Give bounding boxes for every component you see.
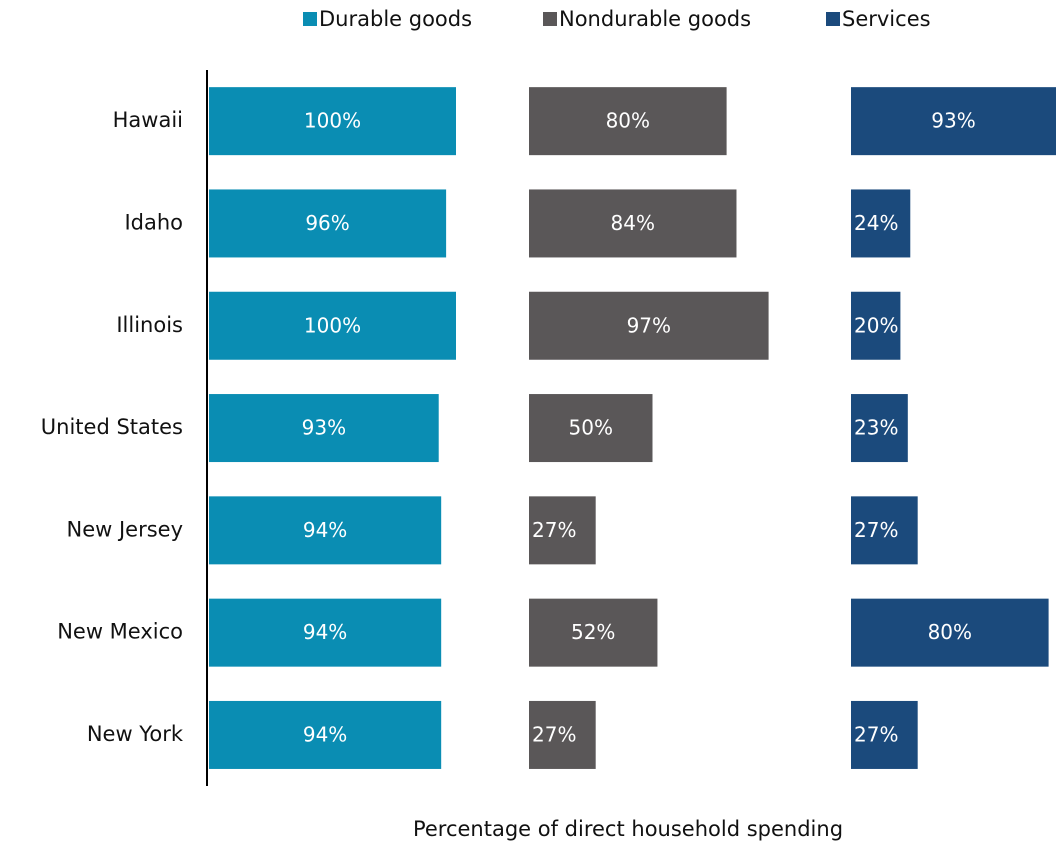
bar — [209, 87, 456, 156]
y-tick-label: New York — [87, 722, 184, 746]
bar — [851, 87, 1056, 156]
value-label: 94% — [303, 518, 347, 542]
value-label: 27% — [854, 722, 898, 746]
value-label: 96% — [305, 211, 349, 235]
value-label: 27% — [532, 518, 576, 542]
legend-label: Durable goods — [319, 7, 472, 31]
y-tick-label: Hawaii — [113, 108, 183, 132]
value-label: 100% — [304, 109, 361, 133]
bar — [209, 189, 447, 258]
y-tick-label: United States — [41, 415, 183, 439]
value-label: 24% — [854, 211, 898, 235]
bar — [851, 189, 911, 258]
legend-label: Nondurable goods — [559, 7, 751, 31]
x-axis-label: Percentage of direct household spending — [413, 817, 843, 841]
value-label: 20% — [854, 313, 898, 337]
bar — [209, 598, 442, 667]
bar — [209, 394, 439, 463]
value-label: 80% — [606, 109, 650, 133]
y-tick-label: New Mexico — [57, 620, 183, 644]
value-label: 27% — [854, 518, 898, 542]
bar — [529, 189, 737, 258]
y-tick-label: Idaho — [124, 210, 183, 234]
value-label: 93% — [931, 109, 975, 133]
bar — [529, 394, 653, 463]
value-label: 94% — [303, 722, 347, 746]
value-label: 52% — [571, 620, 615, 644]
bar — [529, 496, 596, 565]
y-tick-label: New Jersey — [66, 517, 183, 541]
value-label: 23% — [854, 416, 898, 440]
legend-swatch — [826, 12, 840, 26]
legend-swatch — [543, 12, 557, 26]
bar — [209, 700, 442, 769]
bar — [529, 598, 658, 667]
bar — [851, 291, 901, 360]
value-label: 94% — [303, 620, 347, 644]
bar — [851, 598, 1049, 667]
bar — [851, 700, 918, 769]
bar — [529, 87, 727, 156]
legend-label: Services — [842, 7, 931, 31]
bar — [851, 394, 908, 463]
bar — [851, 496, 918, 565]
value-label: 27% — [532, 722, 576, 746]
value-label: 50% — [569, 416, 613, 440]
value-label: 84% — [611, 211, 655, 235]
value-label: 97% — [627, 313, 671, 337]
bar — [209, 291, 456, 360]
y-tick-label: Illinois — [116, 313, 183, 337]
value-label: 93% — [302, 416, 346, 440]
bar — [209, 496, 442, 565]
legend-swatch — [303, 12, 317, 26]
value-label: 80% — [928, 620, 972, 644]
value-label: 100% — [304, 313, 361, 337]
bar — [529, 700, 596, 769]
bar — [529, 291, 769, 360]
